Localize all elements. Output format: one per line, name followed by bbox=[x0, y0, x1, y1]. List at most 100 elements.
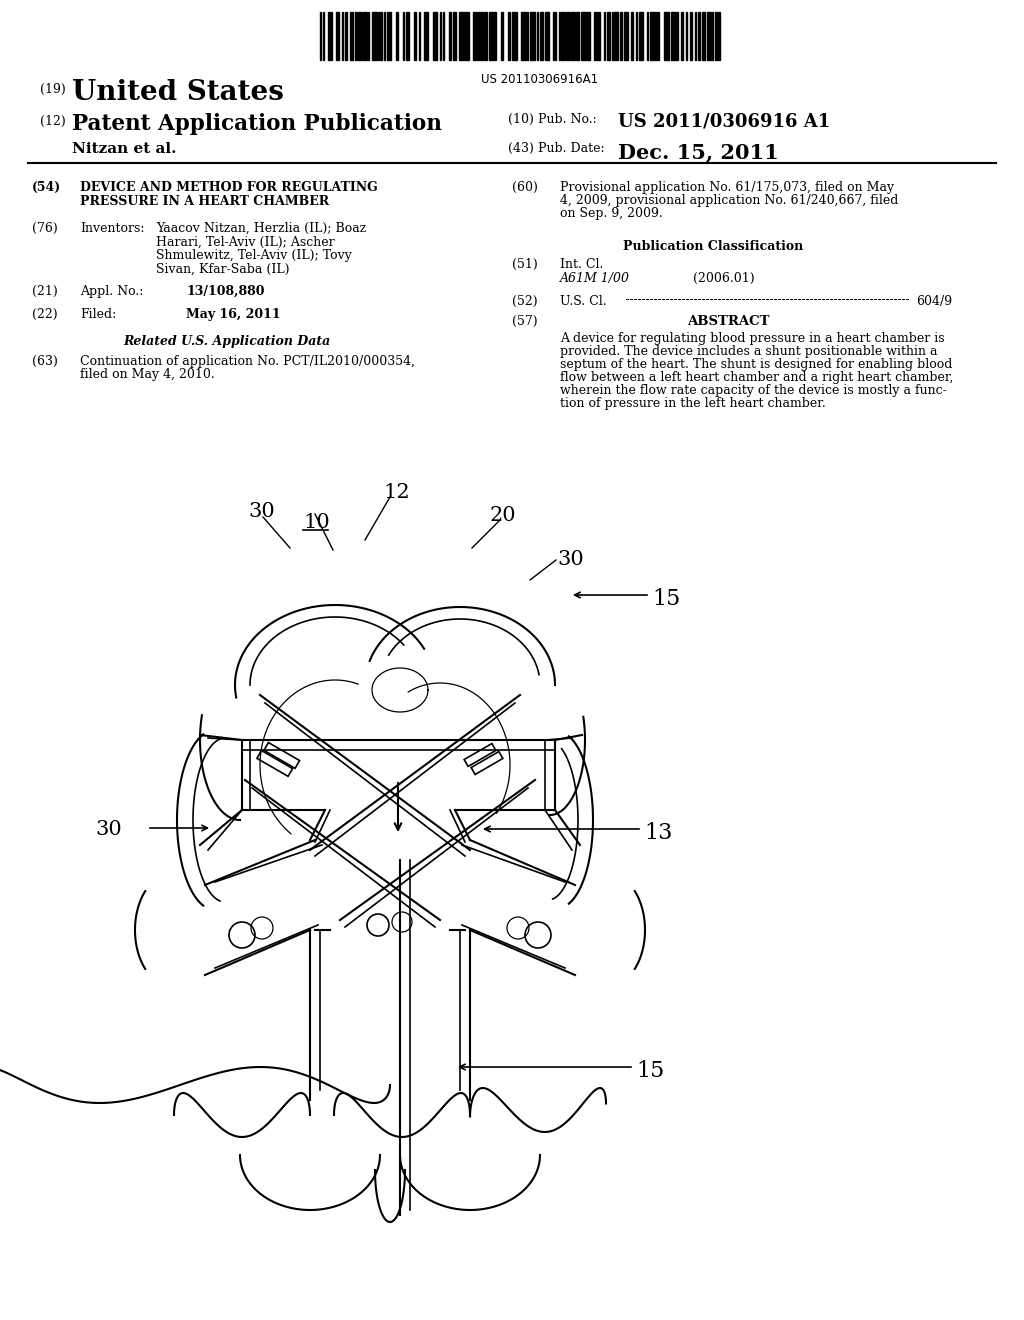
Text: Pub. Date:: Pub. Date: bbox=[538, 143, 604, 154]
Bar bbox=[345, 12, 347, 59]
Text: Yaacov Nitzan, Herzlia (IL); Boaz: Yaacov Nitzan, Herzlia (IL); Boaz bbox=[156, 222, 367, 235]
Bar bbox=[480, 12, 483, 59]
Text: US 20110306916A1: US 20110306916A1 bbox=[481, 73, 599, 86]
Text: Sivan, Kfar-Saba (IL): Sivan, Kfar-Saba (IL) bbox=[156, 263, 290, 276]
Bar bbox=[681, 12, 683, 59]
Bar bbox=[639, 12, 643, 59]
Bar bbox=[631, 12, 633, 59]
Text: (43): (43) bbox=[508, 143, 534, 154]
Text: 12: 12 bbox=[383, 483, 410, 502]
Bar bbox=[477, 12, 479, 59]
Text: A61M 1/00: A61M 1/00 bbox=[560, 272, 630, 285]
Text: septum of the heart. The shunt is designed for enabling blood: septum of the heart. The shunt is design… bbox=[560, 358, 952, 371]
Text: (12): (12) bbox=[40, 115, 66, 128]
Bar bbox=[540, 12, 543, 59]
Text: (76): (76) bbox=[32, 222, 57, 235]
Text: A device for regulating blood pressure in a heart chamber is: A device for regulating blood pressure i… bbox=[560, 333, 944, 345]
Bar bbox=[449, 12, 451, 59]
Text: 20: 20 bbox=[490, 506, 517, 525]
Bar bbox=[471, 751, 503, 775]
Bar bbox=[489, 12, 493, 59]
Text: ABSTRACT: ABSTRACT bbox=[687, 315, 769, 327]
Text: 30: 30 bbox=[248, 502, 274, 521]
Bar bbox=[396, 12, 398, 59]
Bar bbox=[387, 12, 391, 59]
Bar bbox=[464, 12, 469, 59]
Bar bbox=[264, 743, 300, 768]
Text: Provisional application No. 61/175,073, filed on May: Provisional application No. 61/175,073, … bbox=[560, 181, 894, 194]
Text: provided. The device includes a shunt positionable within a: provided. The device includes a shunt po… bbox=[560, 345, 938, 358]
Bar bbox=[372, 12, 377, 59]
Bar bbox=[453, 12, 456, 59]
Bar bbox=[575, 12, 579, 59]
Bar bbox=[614, 12, 618, 59]
Text: on Sep. 9, 2009.: on Sep. 9, 2009. bbox=[560, 207, 663, 220]
Text: Int. Cl.: Int. Cl. bbox=[560, 257, 603, 271]
Bar bbox=[690, 12, 692, 59]
Text: wherein the flow rate capacity of the device is mostly a func-: wherein the flow rate capacity of the de… bbox=[560, 384, 947, 397]
Text: (22): (22) bbox=[32, 308, 57, 321]
Text: (63): (63) bbox=[32, 355, 58, 368]
Text: May 16, 2011: May 16, 2011 bbox=[186, 308, 281, 321]
Bar bbox=[464, 743, 496, 767]
Bar bbox=[676, 12, 678, 59]
Text: Publication Classification: Publication Classification bbox=[623, 240, 803, 253]
Bar bbox=[566, 12, 570, 59]
Bar bbox=[336, 12, 339, 59]
Text: 13/108,880: 13/108,880 bbox=[186, 285, 264, 298]
Bar bbox=[650, 12, 655, 59]
Bar bbox=[512, 12, 517, 59]
Bar bbox=[530, 12, 535, 59]
Text: Nitzan et al.: Nitzan et al. bbox=[72, 143, 176, 156]
Text: flow between a left heart chamber and a right heart chamber,: flow between a left heart chamber and a … bbox=[560, 371, 953, 384]
Bar bbox=[581, 12, 586, 59]
Text: Dec. 15, 2011: Dec. 15, 2011 bbox=[618, 143, 778, 162]
Text: (51): (51) bbox=[512, 257, 538, 271]
Text: 30: 30 bbox=[95, 820, 122, 840]
Text: (52): (52) bbox=[512, 294, 538, 308]
Bar bbox=[508, 12, 510, 59]
Bar bbox=[433, 12, 437, 59]
Text: tion of pressure in the left heart chamber.: tion of pressure in the left heart chamb… bbox=[560, 397, 825, 411]
Bar bbox=[598, 12, 600, 59]
Bar bbox=[671, 12, 675, 59]
Bar bbox=[545, 12, 549, 59]
Bar bbox=[501, 12, 503, 59]
Text: Harari, Tel-Aviv (IL); Ascher: Harari, Tel-Aviv (IL); Ascher bbox=[156, 235, 335, 248]
Bar bbox=[702, 12, 705, 59]
Text: 15: 15 bbox=[652, 587, 680, 610]
Text: Shmulewitz, Tel-Aviv (IL); Tovy: Shmulewitz, Tel-Aviv (IL); Tovy bbox=[156, 249, 352, 261]
Text: DEVICE AND METHOD FOR REGULATING: DEVICE AND METHOD FOR REGULATING bbox=[80, 181, 378, 194]
Bar bbox=[358, 12, 362, 59]
Text: US 2011/0306916 A1: US 2011/0306916 A1 bbox=[618, 114, 830, 131]
Bar bbox=[380, 12, 382, 59]
Text: U.S. Cl.: U.S. Cl. bbox=[560, 294, 606, 308]
Bar bbox=[707, 12, 711, 59]
Text: (60): (60) bbox=[512, 181, 538, 194]
Text: filed on May 4, 2010.: filed on May 4, 2010. bbox=[80, 368, 215, 381]
Text: Inventors:: Inventors: bbox=[80, 222, 144, 235]
Bar bbox=[473, 12, 476, 59]
Bar bbox=[718, 12, 720, 59]
Bar bbox=[571, 12, 575, 59]
Bar bbox=[594, 12, 597, 59]
Bar bbox=[484, 12, 487, 59]
Bar bbox=[587, 12, 590, 59]
Bar bbox=[459, 12, 463, 59]
Bar bbox=[350, 12, 353, 59]
Text: (19): (19) bbox=[40, 83, 66, 96]
Bar bbox=[664, 12, 669, 59]
Text: PRESSURE IN A HEART CHAMBER: PRESSURE IN A HEART CHAMBER bbox=[80, 195, 329, 209]
Text: Related U.S. Application Data: Related U.S. Application Data bbox=[123, 335, 331, 348]
Bar bbox=[656, 12, 659, 59]
Text: (21): (21) bbox=[32, 285, 57, 298]
Bar bbox=[521, 12, 526, 59]
Text: United States: United States bbox=[72, 79, 284, 106]
Bar bbox=[607, 12, 610, 59]
Bar bbox=[362, 12, 367, 59]
Bar bbox=[620, 12, 622, 59]
Bar bbox=[424, 12, 428, 59]
Text: Appl. No.:: Appl. No.: bbox=[80, 285, 143, 298]
Text: 4, 2009, provisional application No. 61/240,667, filed: 4, 2009, provisional application No. 61/… bbox=[560, 194, 898, 207]
Text: 10: 10 bbox=[303, 513, 330, 532]
